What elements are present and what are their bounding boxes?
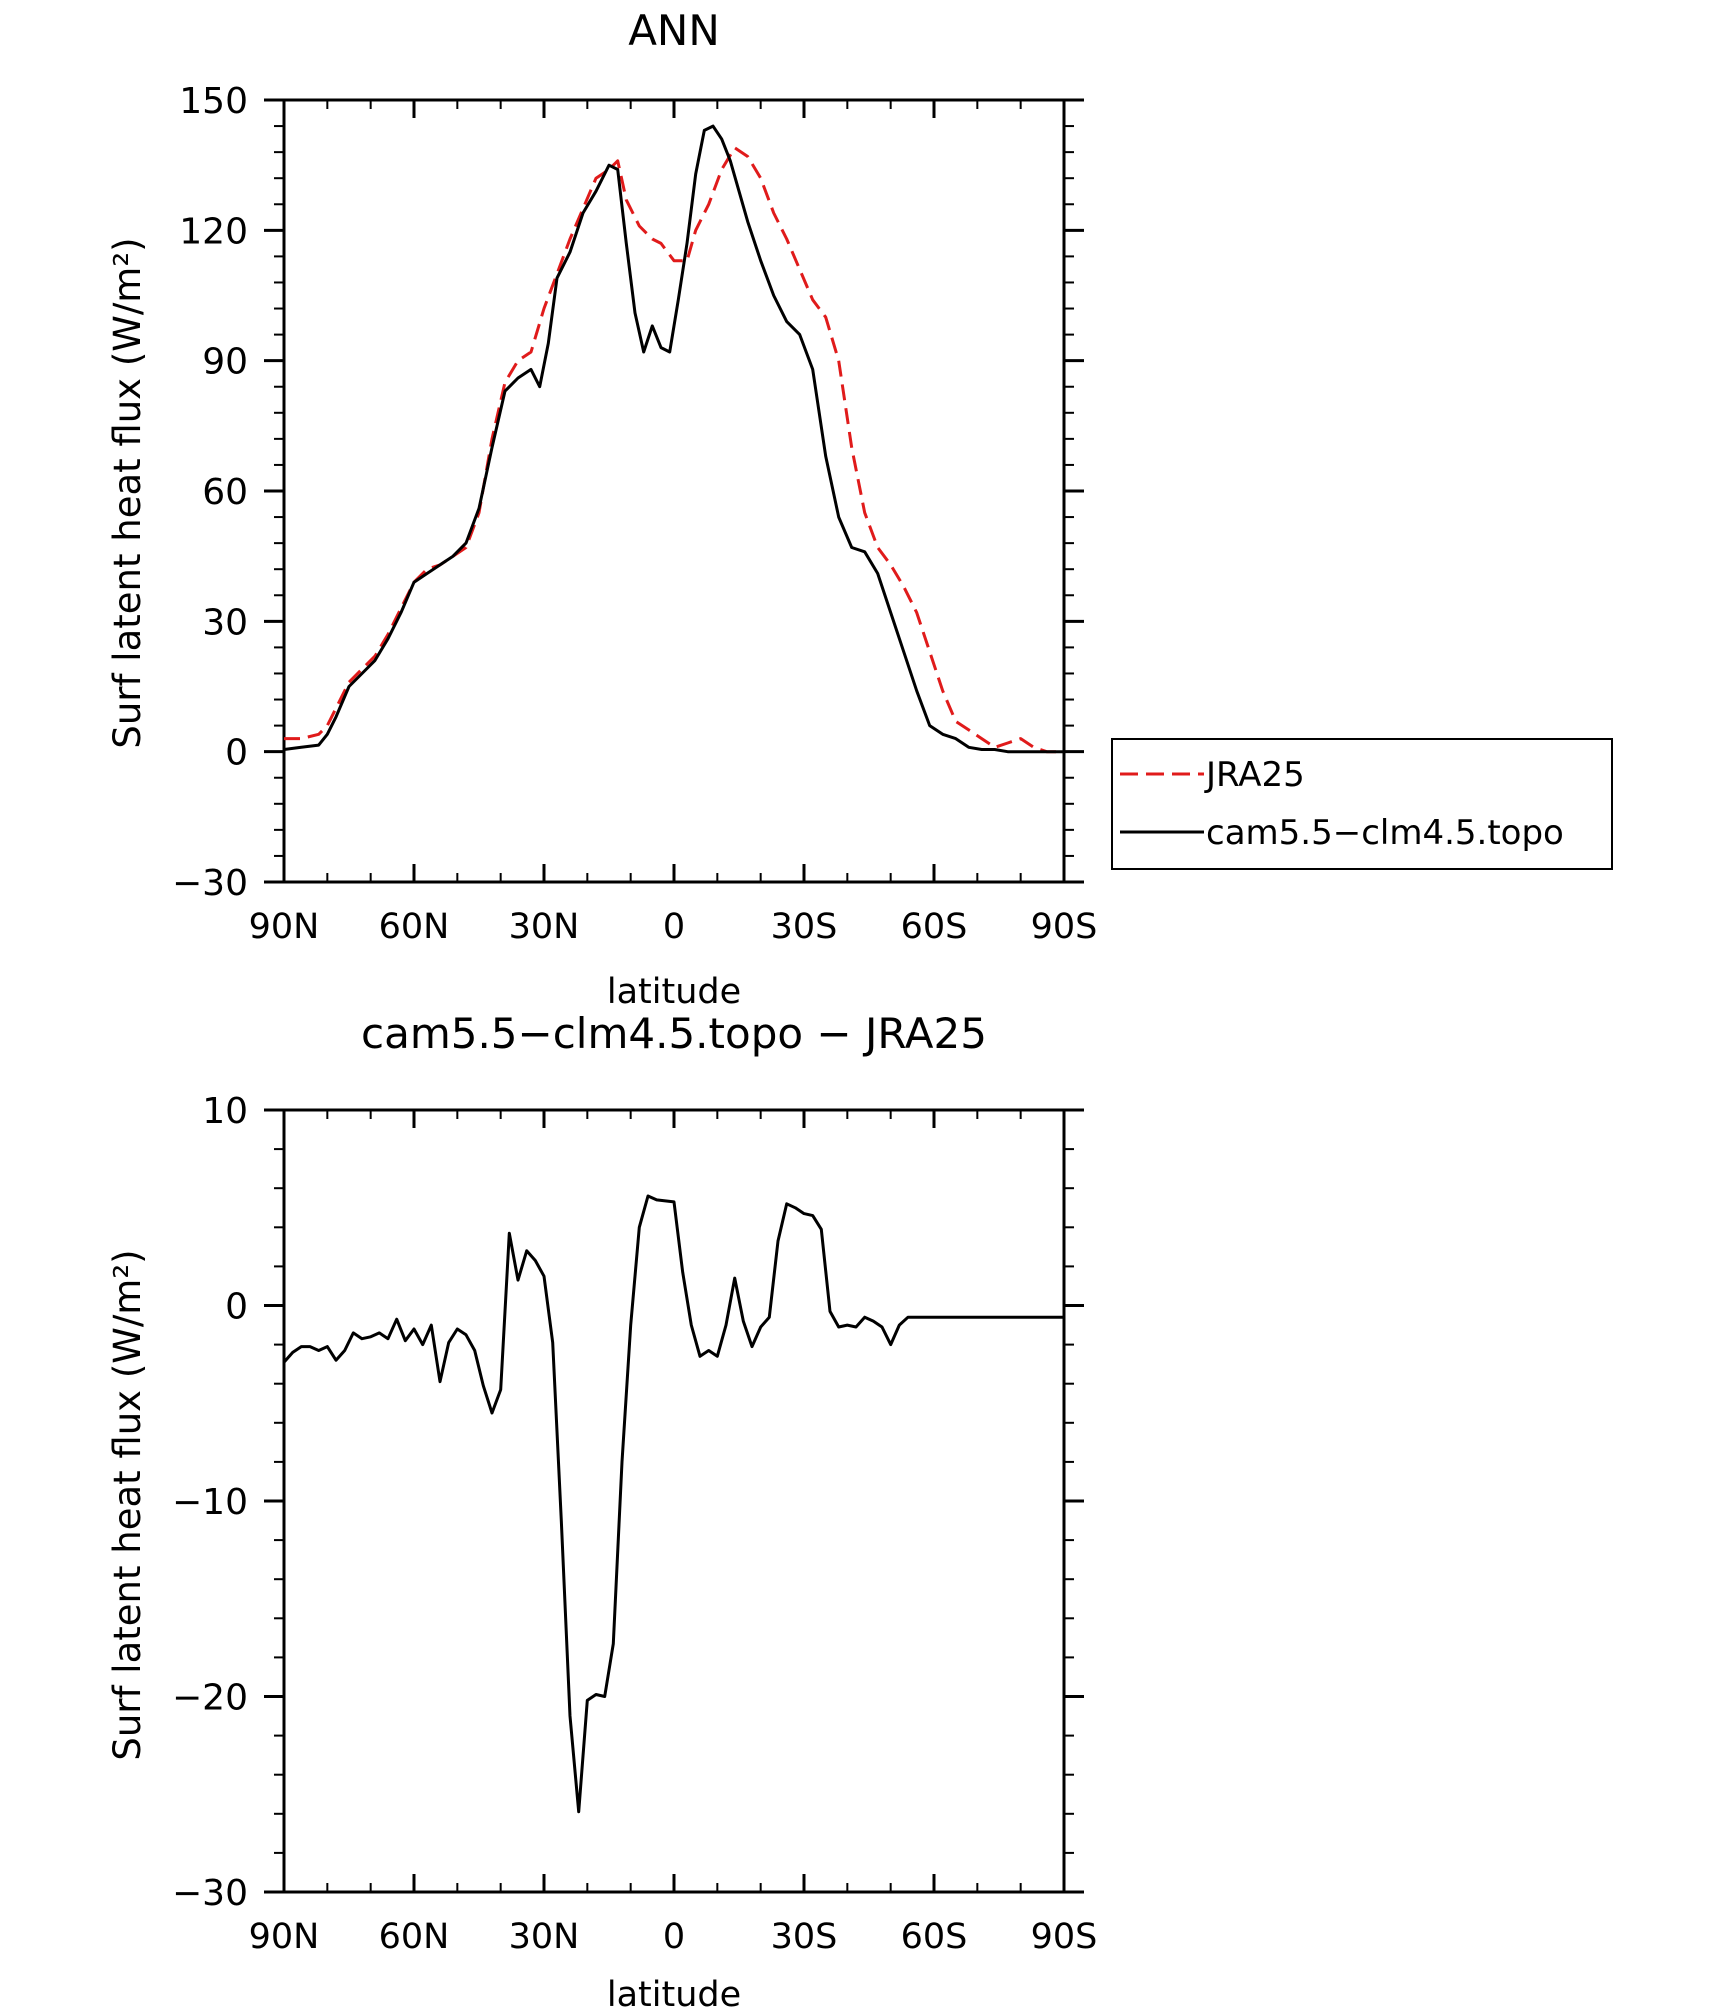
x-tick-label: 0: [663, 907, 685, 947]
y-tick-label: 0: [225, 733, 248, 774]
x-tick-label: 30N: [509, 1917, 580, 1957]
bottom-x-axis-label: latitude: [607, 1975, 741, 2010]
bottom-panel: cam5.5−clm4.5.topo − JRA25 Surf latent h…: [106, 1009, 1097, 2010]
y-tick-label: 120: [179, 211, 248, 252]
y-tick-label: −30: [172, 1873, 248, 1914]
x-tick-label: 60N: [379, 1917, 450, 1957]
x-tick-label: 90N: [249, 1917, 320, 1957]
series-line-cam5-5-clm4-5-topo: [283, 124, 1064, 754]
x-tick-label: 30N: [509, 907, 580, 947]
y-tick-label: 150: [179, 81, 248, 122]
legend-label-model: cam5.5−clm4.5.topo: [1206, 813, 1564, 853]
y-tick-label: −10: [172, 1482, 248, 1523]
legend-box: [1111, 738, 1613, 870]
x-tick-label: 60N: [379, 907, 450, 947]
x-tick-label: 0: [663, 1917, 685, 1957]
x-tick-label: 30S: [771, 907, 838, 947]
y-tick-label: 0: [225, 1287, 248, 1328]
plot-frame: [282, 1108, 1066, 1894]
y-tick-label: 60: [202, 472, 248, 513]
x-tick-label: 90S: [1031, 907, 1098, 947]
legend-label-jra25: JRA25: [1204, 755, 1305, 795]
top-chart-title: ANN: [628, 6, 720, 55]
top-x-axis-label: latitude: [607, 972, 741, 1012]
y-tick-label: 30: [202, 602, 248, 643]
top-panel: ANN Surf latent heat flux (W/m²) latitud…: [106, 6, 1097, 1012]
x-tick-label: 60S: [901, 907, 968, 947]
legend: JRA25 cam5.5−clm4.5.topo: [1111, 738, 1613, 870]
y-tick-label: 10: [202, 1091, 248, 1132]
y-tick-label: 90: [202, 342, 248, 383]
y-tick-label: −30: [172, 863, 248, 904]
bottom-y-axis-label: Surf latent heat flux (W/m²): [106, 1249, 149, 1760]
x-tick-label: 60S: [901, 1917, 968, 1957]
series-line-jra25: [284, 146, 1064, 754]
x-tick-label: 90N: [249, 907, 320, 947]
plot-frame: [282, 98, 1066, 884]
series-line-difference: [282, 1194, 1064, 1814]
x-tick-label: 30S: [771, 1917, 838, 1957]
top-y-axis-label: Surf latent heat flux (W/m²): [106, 237, 149, 748]
x-tick-label: 90S: [1031, 1917, 1098, 1957]
bottom-chart-title: cam5.5−clm4.5.topo − JRA25: [361, 1009, 987, 1058]
y-tick-label: −20: [172, 1678, 248, 1719]
